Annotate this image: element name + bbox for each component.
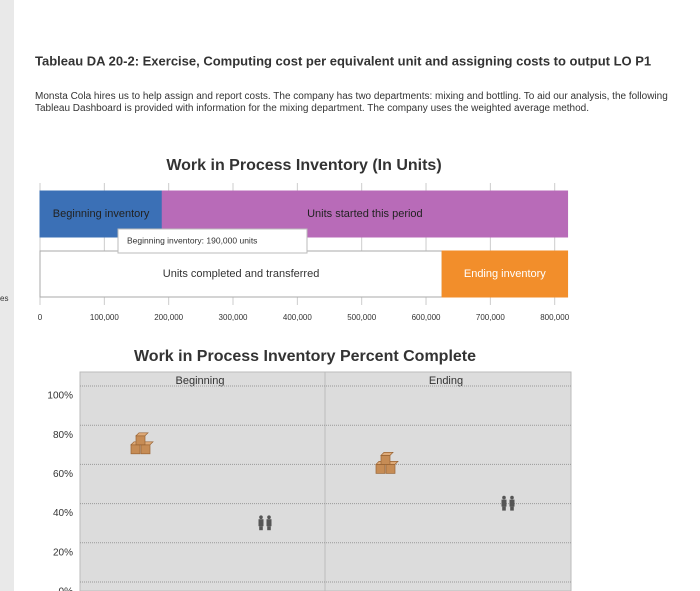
segment-label: Units completed and transferred: [163, 268, 320, 280]
boxes-icon: [130, 432, 154, 455]
y-tick-label: 100%: [47, 391, 73, 402]
box: [135, 435, 146, 446]
y-tick-label: 20%: [53, 547, 73, 558]
bar-segment: [441, 250, 569, 298]
panel-header: Ending: [429, 375, 463, 387]
people-icon: [501, 495, 515, 511]
legs: [259, 526, 263, 531]
chart-title: Work in Process Inventory Percent Comple…: [134, 348, 476, 365]
box: [140, 444, 151, 455]
segment-label: Beginning inventory: [53, 208, 150, 220]
panel: [324, 371, 572, 591]
body: [258, 519, 264, 527]
legs: [502, 506, 506, 511]
body: [266, 519, 272, 527]
legs: [267, 526, 271, 531]
y-tick-label: 60%: [53, 469, 73, 480]
tooltip-text: Beginning inventory: 190,000 units: [127, 235, 257, 245]
y-tick-label: 0%: [59, 587, 74, 591]
box-top: [380, 452, 394, 456]
x-tick-label: 200,000: [154, 313, 183, 322]
box: [375, 464, 386, 474]
tooltip-box: [117, 228, 308, 254]
boxes-icon: [375, 452, 399, 474]
x-tick-label: 400,000: [283, 313, 312, 322]
panel-header: Beginning: [176, 375, 225, 387]
box: [130, 444, 141, 455]
y-tick-label: 80%: [53, 430, 73, 441]
box: [380, 455, 391, 465]
page-title: Tableau DA 20-2: Exercise, Computing cos…: [35, 53, 651, 68]
x-tick-label: 800,000: [540, 313, 569, 322]
box-top: [135, 432, 149, 437]
x-tick-label: 500,000: [347, 313, 376, 322]
intro-box: Monsta Cola hires us to help assign and …: [35, 91, 668, 114]
side-fragment: es: [0, 294, 8, 303]
bar-segment: [161, 190, 569, 238]
head: [510, 495, 514, 500]
x-tick-label: 600,000: [412, 313, 441, 322]
y-tick-label: 40%: [53, 508, 73, 519]
intro-text: Monsta Cola hires us to help assign and …: [35, 91, 668, 114]
x-tick-label: 0: [38, 313, 43, 322]
people-icon: [258, 515, 272, 531]
segment-label: Ending inventory: [464, 268, 546, 280]
head: [502, 495, 506, 500]
head: [267, 515, 271, 519]
segment-label: Units started this period: [307, 208, 423, 220]
box: [385, 464, 396, 474]
legs: [510, 506, 514, 511]
x-tick-label: 700,000: [476, 313, 505, 322]
x-tick-label: 100,000: [90, 313, 119, 322]
x-tick-label: 300,000: [219, 313, 248, 322]
body: [509, 499, 515, 507]
body: [501, 499, 507, 507]
chart-title: Work in Process Inventory (In Units): [166, 157, 441, 174]
panel: [79, 371, 326, 591]
head: [259, 515, 263, 519]
